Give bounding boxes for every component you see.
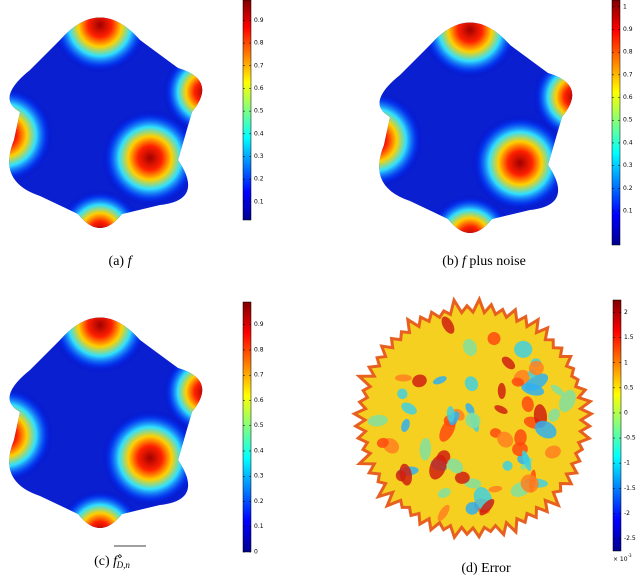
error-patch [454, 471, 470, 484]
tick-label: -2.5 [624, 535, 636, 542]
error-patch [432, 376, 447, 385]
error-patch [528, 360, 544, 376]
surface-plot [0, 0, 247, 274]
error-patch [544, 445, 561, 459]
tick-label: 0.5 [254, 108, 264, 115]
tick-label: 0.6 [623, 94, 633, 101]
error-patch [511, 377, 525, 387]
tick-label: 2 [624, 309, 628, 316]
tick-label: -0.5 [624, 435, 636, 442]
colorbar [612, 299, 622, 552]
tick-label: 0.5 [624, 384, 634, 391]
error-patch [437, 488, 451, 498]
error-patch [497, 431, 514, 448]
colorbar [242, 301, 252, 553]
error-patch [429, 454, 447, 480]
tick-label: 0.4 [254, 130, 264, 137]
tick-label: 0.2 [254, 498, 264, 505]
tick-label: 0.7 [623, 71, 633, 78]
error-patch [465, 403, 475, 415]
tick-label: 1.5 [624, 334, 634, 341]
tick-label: 0.5 [254, 422, 264, 429]
tick-label: 0.8 [254, 346, 264, 353]
error-patch [437, 504, 450, 522]
tick-label: 0.6 [254, 397, 264, 404]
colorbar [242, 0, 252, 221]
tick-label: 0.1 [254, 523, 264, 530]
error-patch [419, 437, 432, 461]
error-patch [447, 458, 464, 474]
tick-label: 0.4 [623, 139, 633, 146]
tick-label: 0.8 [254, 40, 264, 47]
error-patch [558, 389, 576, 413]
tick-label: 0.1 [254, 198, 264, 205]
tick-label: 0.3 [623, 162, 633, 169]
error-patch [521, 450, 532, 471]
multiplier-exp: -3 [628, 553, 632, 558]
tick-label: 0.8 [623, 49, 633, 56]
tick-label: 1 [624, 359, 628, 366]
colorbar [611, 0, 621, 246]
caption: (c) f⋄ D,n [94, 551, 130, 570]
tick-label: 1 [623, 3, 627, 10]
error-patch [487, 332, 501, 346]
error-patch [520, 474, 539, 493]
multiplier-base: × 10 [613, 556, 628, 563]
error-patch [494, 405, 508, 414]
error-patch [394, 374, 412, 382]
tick-label: -1.5 [624, 485, 636, 492]
tick-label: 0.9 [254, 321, 264, 328]
tick-label: 0.3 [254, 473, 264, 480]
tick-label: 0 [624, 409, 628, 416]
tick-label: 0.6 [254, 85, 264, 92]
error-patch [534, 420, 557, 439]
error-patch [401, 402, 417, 415]
error-patch [497, 382, 506, 400]
tick-label: 0.7 [254, 372, 264, 379]
error-patch [501, 356, 516, 370]
error-patch [465, 412, 481, 429]
tick-label: 0.7 [254, 62, 264, 69]
error-patch [548, 408, 560, 422]
error-patch [479, 499, 495, 516]
caption: (d) Error [461, 561, 511, 576]
error-surface [351, 295, 595, 541]
error-patch [367, 414, 388, 427]
tick-label: 0.4 [254, 447, 264, 454]
error-patch [462, 338, 477, 356]
error-patch [376, 437, 389, 448]
tick-label: 0 [254, 549, 258, 556]
multiplier: × 10-3 [613, 553, 632, 563]
error-patch [521, 396, 534, 413]
tick-label: 0.1 [623, 207, 633, 214]
error-patch [464, 376, 479, 392]
tick-label: 0.9 [623, 26, 633, 33]
error-patch [551, 384, 564, 396]
error-patch [502, 460, 513, 471]
tick-label: 0.2 [623, 185, 633, 192]
error-patch [395, 470, 406, 482]
error-patch [412, 374, 427, 388]
error-patch [397, 388, 408, 400]
caption: (a) f [109, 254, 134, 269]
error-patch [465, 502, 479, 515]
surface-plot [327, 0, 617, 279]
error-patch [488, 485, 503, 493]
caption: (b) f plus noise [442, 254, 526, 269]
tick-label: 0.2 [254, 176, 264, 183]
surface-plot [0, 277, 247, 574]
tick-label: -2 [624, 510, 630, 517]
error-patch [446, 406, 455, 423]
tick-label: 0.5 [623, 117, 633, 124]
tick-label: 0.3 [254, 153, 264, 160]
tick-label: 0.9 [254, 17, 264, 24]
error-patch [514, 340, 533, 358]
error-patch [514, 429, 527, 447]
error-patch [401, 418, 410, 432]
error-patch [521, 383, 545, 396]
error-patch [441, 316, 455, 334]
tick-label: -1 [624, 460, 630, 467]
